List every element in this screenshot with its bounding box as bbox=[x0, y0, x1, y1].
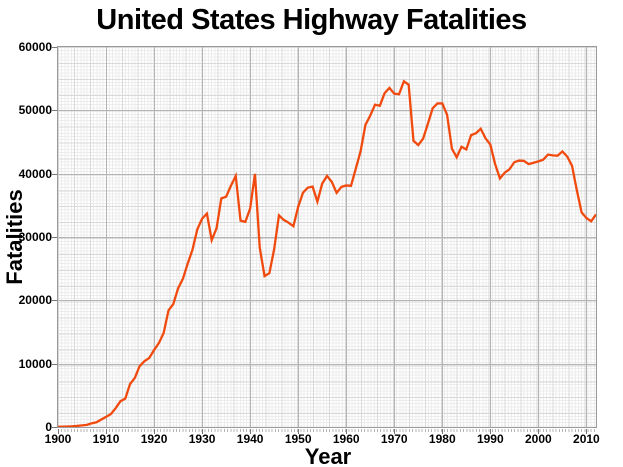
x-tick-mark bbox=[490, 429, 491, 434]
x-tick-label: 1950 bbox=[284, 432, 312, 446]
fatalities-line-series bbox=[58, 79, 596, 427]
chart-title: United States Highway Fatalities bbox=[96, 4, 527, 36]
chart-canvas bbox=[58, 47, 596, 427]
x-tick-label: 2010 bbox=[573, 432, 600, 446]
x-tick-mark bbox=[586, 429, 587, 434]
x-axis-title: Year bbox=[304, 444, 352, 467]
y-tick-mark bbox=[52, 47, 57, 48]
y-tick-mark bbox=[52, 427, 57, 428]
x-tick-label: 1930 bbox=[188, 432, 216, 446]
x-tick-label: 1940 bbox=[236, 432, 264, 446]
y-tick-label: 50000 bbox=[18, 103, 52, 118]
y-tick-mark bbox=[52, 364, 57, 365]
x-tick-label: 2000 bbox=[524, 432, 552, 446]
y-tick-label: 10000 bbox=[18, 356, 52, 371]
y-tick-mark bbox=[52, 300, 57, 301]
y-tick-mark bbox=[52, 174, 57, 175]
y-tick-label: 30000 bbox=[18, 230, 52, 244]
x-tick-mark bbox=[346, 429, 347, 434]
y-tick-label: 0 bbox=[45, 420, 52, 434]
x-tick-label: 1980 bbox=[428, 432, 456, 446]
x-tick-label: 1920 bbox=[140, 432, 168, 446]
x-tick-label: 1990 bbox=[476, 432, 504, 446]
x-tick-label: 1970 bbox=[380, 432, 408, 446]
y-tick-label: 20000 bbox=[18, 293, 52, 308]
x-tick-mark bbox=[298, 429, 299, 434]
x-tick-label: 1960 bbox=[332, 432, 360, 446]
x-tick-mark bbox=[250, 429, 251, 434]
x-tick-mark bbox=[394, 429, 395, 434]
y-tick-mark bbox=[52, 110, 57, 111]
x-tick-mark bbox=[538, 429, 539, 434]
y-tick-mark bbox=[52, 237, 57, 238]
x-tick-mark bbox=[442, 429, 443, 434]
x-tick-mark bbox=[202, 429, 203, 434]
plot-area bbox=[57, 46, 597, 428]
x-tick-mark bbox=[58, 429, 59, 434]
x-tick-label: 1900 bbox=[44, 432, 72, 446]
y-tick-label: 60000 bbox=[18, 40, 52, 54]
y-tick-label: 40000 bbox=[18, 166, 52, 181]
x-tick-mark bbox=[154, 429, 155, 434]
x-axis-minor-ticks bbox=[58, 429, 596, 432]
x-tick-label: 1910 bbox=[92, 432, 120, 446]
x-tick-mark bbox=[106, 429, 107, 434]
